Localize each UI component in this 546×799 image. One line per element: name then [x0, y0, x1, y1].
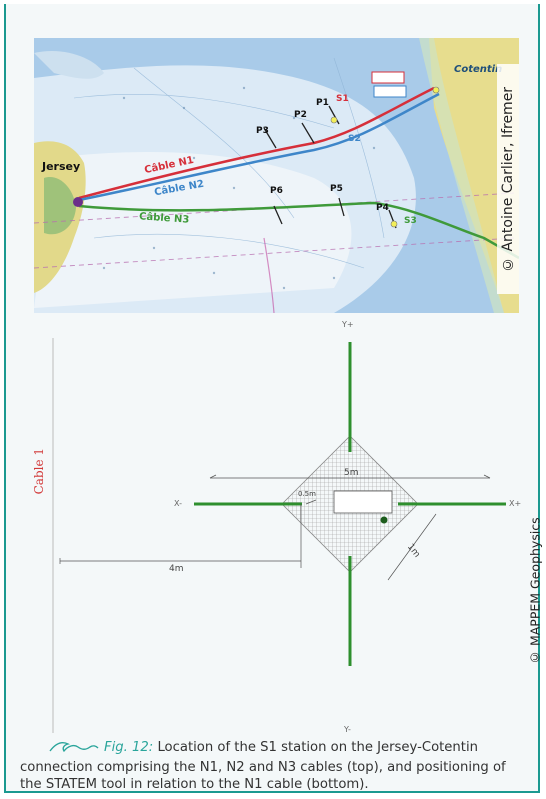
- label-axis-y-minus: Y-: [344, 725, 351, 734]
- label-dim-distance: 4m: [169, 564, 184, 574]
- label-jersey: Jersey: [42, 160, 81, 173]
- map-graphic: [34, 38, 519, 313]
- map-credit: © Antoine Carlier, Ifremer: [497, 64, 519, 294]
- label-station-s3: S3: [404, 216, 417, 226]
- label-station-p1: P1: [316, 98, 329, 108]
- label-station-p2: P2: [294, 110, 307, 120]
- label-station-s2: S2: [348, 134, 361, 144]
- label-axis-y-plus: Y+: [342, 320, 354, 329]
- statem-diagram: Cable 1 Y+ Y- X+ X- 5m 4m 1m 0.5m: [16, 318, 521, 738]
- label-station-p4: P4: [376, 203, 389, 213]
- figure-label: Fig. 12:: [104, 740, 154, 755]
- nautical-chart-map: Jersey Cotentin Câble N1 Câble N2 Câble …: [34, 38, 519, 313]
- figure-caption: Fig. 12: Location of the S1 station on t…: [20, 739, 530, 793]
- cable-n1-line: [78, 86, 435, 200]
- label-station-p5: P5: [330, 184, 343, 194]
- label-dim-small: 0.5m: [298, 490, 316, 498]
- label-dim-width: 5m: [344, 468, 359, 478]
- cable-n3-line: [78, 201, 519, 260]
- wave-icon: [48, 740, 100, 759]
- statem-box: [333, 490, 393, 514]
- label-cable-1: Cable 1: [32, 448, 46, 495]
- caption-text: Location of the S1 station on the Jersey…: [20, 740, 506, 792]
- label-cotentin: Cotentin: [454, 64, 503, 75]
- label-axis-x-minus: X-: [174, 499, 182, 508]
- label-station-p3: P3: [256, 126, 269, 136]
- label-axis-x-plus: X+: [509, 499, 522, 508]
- diagram-graphic: [52, 338, 506, 733]
- cable-n2-line: [78, 92, 440, 202]
- diagram-credit: © MAPPEM Geophysics: [527, 517, 543, 665]
- label-station-p6: P6: [270, 186, 283, 196]
- label-station-s1: S1: [336, 94, 349, 104]
